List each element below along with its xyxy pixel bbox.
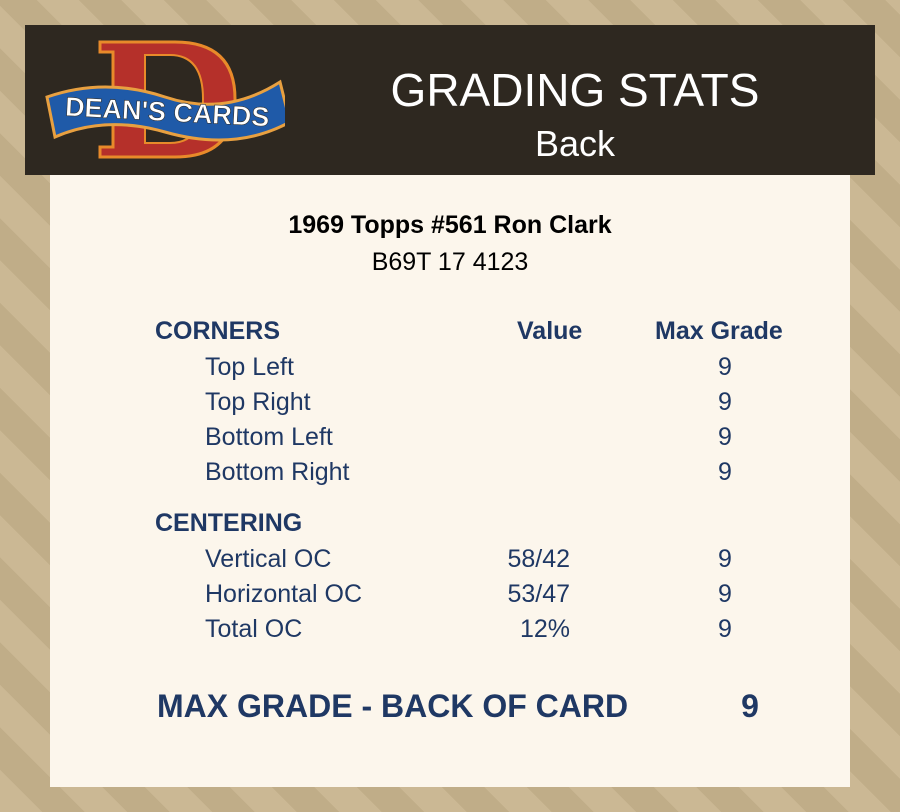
row-grade: 9 [718, 353, 732, 381]
row-label: Vertical OC [205, 545, 332, 573]
row-label: Top Left [205, 353, 294, 381]
header-bar: DEAN'S CARDS GRADING STATS Back [25, 25, 875, 175]
max-grade-column-header: Max Grade [655, 317, 783, 345]
page-subtitle: Back [534, 123, 616, 164]
row-grade: 9 [718, 423, 732, 451]
row-grade: 9 [718, 580, 732, 608]
row-label: Top Right [205, 388, 311, 416]
row-value: 58/42 [507, 545, 570, 573]
page-title: GRADING STATS [390, 64, 760, 116]
value-column-header: Value [517, 317, 583, 345]
summary-grade: 9 [741, 688, 759, 724]
card-code: B69T 17 4123 [371, 248, 529, 276]
centering-heading: CENTERING [155, 509, 303, 537]
row-value: 53/47 [507, 580, 570, 608]
row-label: Bottom Left [205, 423, 333, 451]
row-label: Total OC [205, 615, 303, 643]
deans-cards-logo: DEAN'S CARDS [45, 40, 285, 159]
row-grade: 9 [718, 615, 732, 643]
summary-label: MAX GRADE - BACK OF CARD [157, 688, 629, 724]
row-value: 12% [519, 615, 570, 643]
row-grade: 9 [718, 545, 732, 573]
row-grade: 9 [718, 458, 732, 486]
corners-heading: CORNERS [155, 317, 281, 345]
content-panel [50, 170, 850, 787]
row-label: Horizontal OC [205, 580, 362, 608]
row-grade: 9 [718, 388, 732, 416]
card-name: 1969 Topps #561 Ron Clark [288, 211, 612, 239]
row-label: Bottom Right [205, 458, 350, 486]
